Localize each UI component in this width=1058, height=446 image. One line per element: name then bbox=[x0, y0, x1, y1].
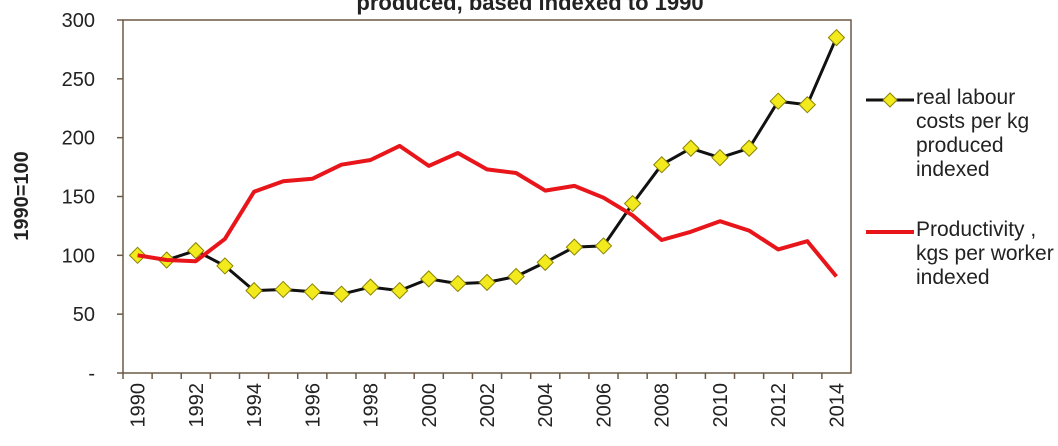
data-marker bbox=[740, 139, 758, 157]
y-tick-label: 50 bbox=[73, 304, 95, 326]
data-marker bbox=[536, 253, 554, 272]
data-marker bbox=[507, 267, 525, 286]
y-tick-label: 250 bbox=[62, 69, 95, 91]
data-marker bbox=[594, 237, 613, 255]
data-marker bbox=[216, 257, 234, 275]
data-marker bbox=[769, 92, 787, 110]
data-marker bbox=[449, 274, 467, 293]
legend-entry: Productivity , kgs per worker indexed bbox=[916, 218, 1054, 289]
x-tick-label: 2014 bbox=[826, 383, 848, 428]
legend-marker bbox=[882, 92, 898, 108]
data-line bbox=[137, 37, 838, 296]
x-tick-label: 1990 bbox=[128, 383, 150, 428]
data-marker bbox=[245, 281, 263, 300]
legend-label: real labour costs per kg produced indexe… bbox=[916, 86, 1030, 181]
x-tick-label: 1998 bbox=[361, 383, 383, 428]
data-marker bbox=[187, 241, 205, 260]
data-line bbox=[137, 143, 838, 278]
y-tick-label: 200 bbox=[62, 128, 95, 150]
data-marker bbox=[711, 148, 729, 167]
data-marker bbox=[682, 139, 700, 157]
data-marker bbox=[274, 280, 292, 299]
x-tick-label: 2012 bbox=[768, 383, 790, 428]
x-tick-label: 1994 bbox=[244, 383, 266, 428]
data-marker bbox=[478, 273, 496, 292]
x-tick-label: 2006 bbox=[593, 383, 615, 428]
y-tick-label: 100 bbox=[62, 245, 95, 267]
data-marker bbox=[623, 194, 642, 213]
data-marker bbox=[565, 238, 584, 256]
data-marker bbox=[798, 96, 817, 114]
legend-entry: real labour costs per kg produced indexe… bbox=[916, 86, 1030, 181]
data-marker bbox=[390, 281, 409, 300]
y-tick-label: - bbox=[88, 363, 95, 385]
x-tick-label: 2000 bbox=[419, 383, 441, 428]
data-marker bbox=[420, 270, 438, 288]
x-tick-label: 2010 bbox=[710, 383, 732, 428]
x-tick-label: 1996 bbox=[302, 383, 324, 428]
data-marker bbox=[653, 156, 671, 174]
y-tick-label: 150 bbox=[62, 187, 95, 209]
data-marker bbox=[827, 28, 846, 47]
data-marker bbox=[128, 246, 147, 265]
x-tick-label: 2008 bbox=[652, 383, 674, 428]
chart-title: produced, based indexed to 1990 bbox=[356, 0, 703, 15]
y-axis-label: 1990=100 bbox=[11, 151, 33, 241]
data-marker bbox=[361, 278, 380, 296]
data-marker bbox=[332, 285, 351, 303]
x-tick-label: 2004 bbox=[535, 383, 557, 428]
data-marker bbox=[303, 283, 321, 301]
x-tick-label: 1992 bbox=[186, 383, 208, 428]
x-tick-label: 2002 bbox=[477, 383, 499, 428]
legend-label: Productivity , kgs per worker indexed bbox=[916, 218, 1054, 289]
plot-frame bbox=[122, 19, 852, 374]
y-tick-label: 300 bbox=[62, 10, 95, 32]
